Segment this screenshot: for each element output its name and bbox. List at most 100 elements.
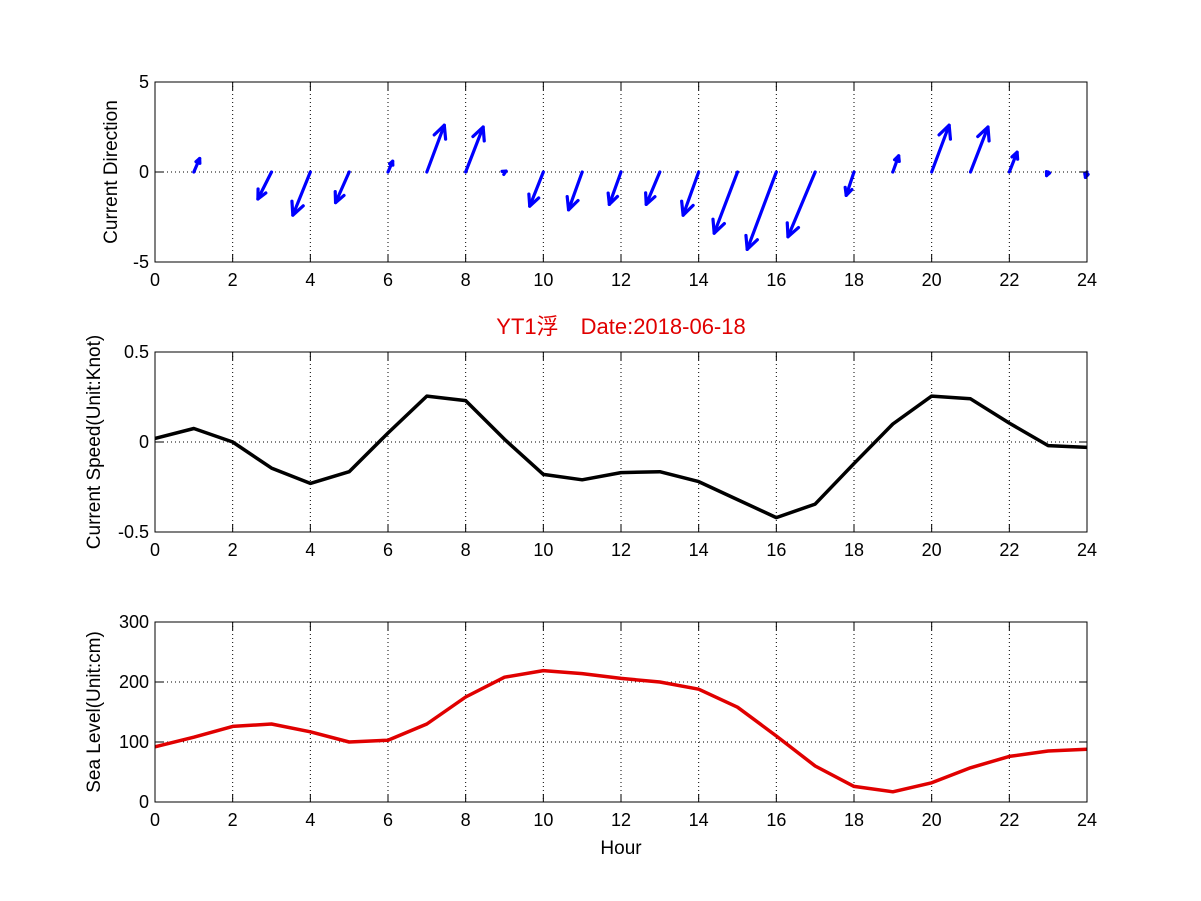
x-tick-label: 14 [689,540,709,560]
series-line [154,668,1088,794]
arrow-shaft [968,125,990,174]
arrow-shaft [786,170,817,239]
arrow-head [388,159,395,167]
x-tick-label: 20 [922,810,942,830]
current-arrow [711,170,740,235]
x-tick-label: 18 [844,270,864,290]
y-tick-label: 0 [139,792,149,812]
arrow-head [565,195,580,212]
x-tick-label: 8 [461,540,471,560]
x-tick-label: 0 [150,540,160,560]
arrow-head [290,199,305,217]
arrow-shaft [256,170,274,201]
arrow-shaft [566,170,584,212]
x-tick-label: 20 [922,270,942,290]
x-tick-label: 0 [150,270,160,290]
arrow-shaft [528,170,545,208]
y-tick-label: 100 [119,732,149,752]
current-arrow [1083,170,1090,179]
y-tick-label: 0 [139,432,149,452]
x-tick-label: 8 [461,810,471,830]
x-tick-label: 24 [1077,540,1097,560]
current-arrow [565,170,584,212]
y-tick-label: 0.5 [124,342,149,362]
x-tick-label: 16 [766,540,786,560]
x-tick-label: 10 [533,270,553,290]
x-tick-label: 16 [766,270,786,290]
arrow-head [500,169,508,177]
arrow-head [785,221,801,239]
y-axis-label: Current Direction [101,100,122,244]
current-arrow [256,170,274,201]
y-tick-label: -0.5 [118,522,149,542]
current-arrow [1044,170,1052,178]
arrow-shaft [333,170,351,205]
x-tick-label: 12 [611,810,631,830]
x-tick-label: 6 [383,540,393,560]
x-tick-label: 2 [228,270,238,290]
arrow-shaft [464,125,485,174]
x-tick-label: 10 [533,810,553,830]
arrow-head [432,123,448,141]
arrow-shaft [425,123,446,174]
arrow-head [744,233,759,251]
arrow-shaft [712,170,740,235]
x-tick-label: 4 [305,270,315,290]
x-tick-label: 0 [150,810,160,830]
arrow-shaft [291,170,312,217]
x-tick-label: 4 [305,540,315,560]
y-tick-label: 300 [119,612,149,632]
current-arrow [930,123,953,174]
arrow-head [256,187,268,201]
y-tick-label: -5 [133,252,149,272]
plot-area [155,622,1087,802]
arrow-head [644,191,657,206]
x-tick-label: 14 [689,810,709,830]
x-axis-label: Hour [600,838,642,859]
current-arrow [386,159,395,174]
arrow-head [1044,170,1052,178]
arrow-shaft [607,170,623,206]
current-arrow [891,154,901,174]
arrow-shaft [930,123,951,174]
x-tick-label: 24 [1077,270,1097,290]
current-arrow [843,170,856,197]
arrow-head [194,156,202,165]
x-tick-label: 6 [383,270,393,290]
y-tick-label: 0 [139,162,149,182]
current-arrow [527,170,545,208]
arrow-head [937,123,953,141]
current-arrow [1007,150,1020,174]
x-tick-label: 10 [533,540,553,560]
arrow-head [893,154,901,164]
arrow-head [843,185,854,197]
series-line [154,394,1088,520]
x-tick-label: 6 [383,810,393,830]
current-arrow [644,170,662,206]
x-tick-label: 2 [228,540,238,560]
current-arrow [464,125,486,174]
x-tick-label: 8 [461,270,471,290]
arrow-head [606,191,620,206]
arrow-head [680,199,695,217]
arrow-head [1010,150,1020,161]
arrow-head [976,125,991,143]
y-axis-label: Current Speed(Unit:Knot) [84,335,105,549]
current-arrow [500,169,508,177]
current-arrow [968,125,991,174]
arrow-head [471,125,486,143]
chart-title: YT1浮 Date:2018-06-18 [496,314,745,339]
arrow-head [333,189,346,205]
y-tick-label: 5 [139,72,149,92]
current-arrow [192,156,202,174]
x-tick-label: 18 [844,810,864,830]
current-arrow [744,170,778,251]
arrow-shaft [844,170,856,197]
x-tick-label: 14 [689,270,709,290]
current-arrow [680,170,701,217]
arrow-head [527,192,541,208]
x-tick-label: 4 [305,810,315,830]
arrow-shaft [681,170,701,217]
